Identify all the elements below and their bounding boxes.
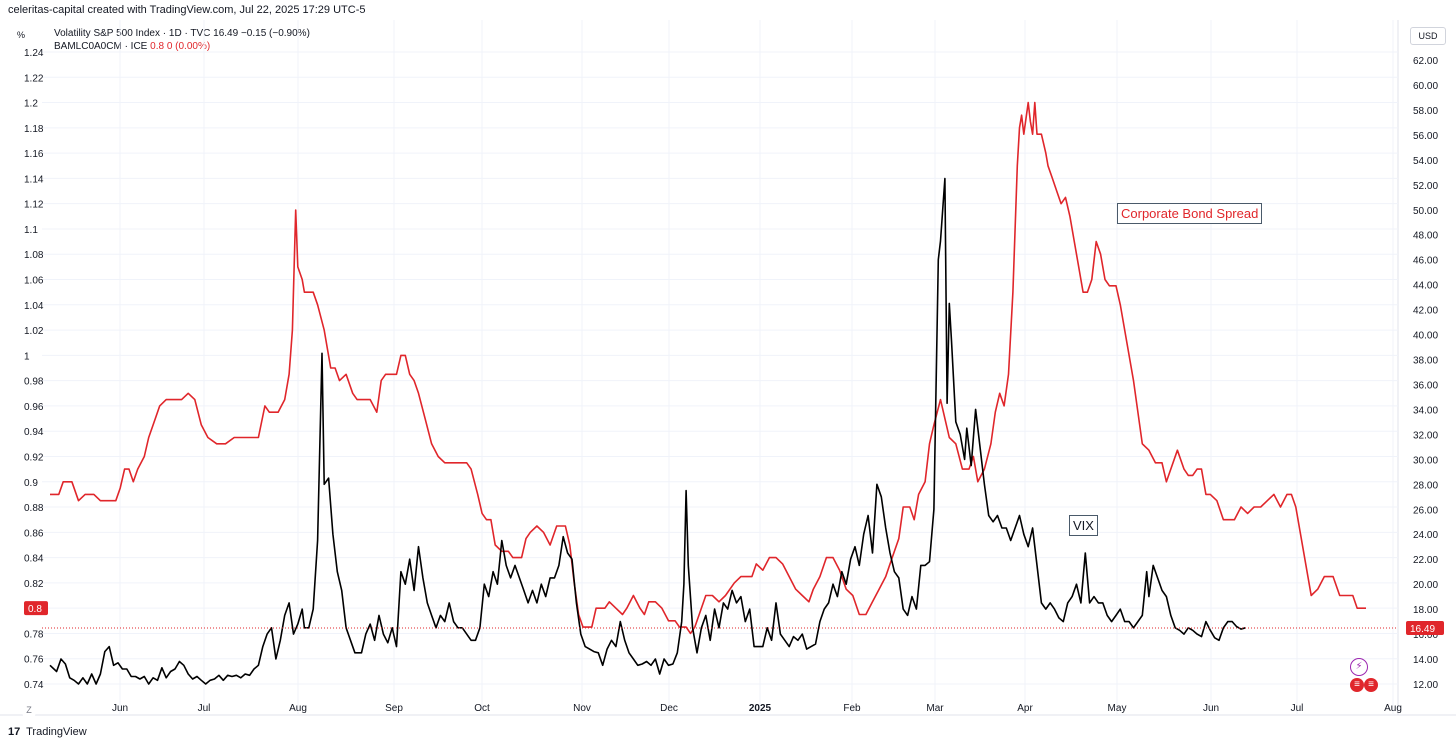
right-axis-unit-button[interactable]: USD <box>1410 27 1446 45</box>
right-axis-tick-label: 46.00 <box>1413 256 1438 267</box>
left-axis-tick-label: 0.74 <box>24 680 44 691</box>
tradingview-logo-text: TradingView <box>26 726 87 738</box>
right-axis-tick-label: 60.00 <box>1413 81 1438 92</box>
left-axis-tick-label: 0.76 <box>24 655 44 666</box>
x-axis-tick-label: Jul <box>198 703 211 714</box>
right-axis-tick-label: 22.00 <box>1413 555 1438 566</box>
right-axis-tick-label: 30.00 <box>1413 455 1438 466</box>
auto-scale-button[interactable]: Z <box>22 704 36 716</box>
x-axis-tick-label: Jun <box>112 703 128 714</box>
left-axis-tick-label: 1.16 <box>24 149 44 160</box>
left-axis-tick-label: 0.9 <box>24 478 38 489</box>
left-axis-tick-label: 0.82 <box>24 579 44 590</box>
left-axis-tick-label: 0.84 <box>24 554 44 565</box>
vix-label: VIX <box>1069 515 1098 536</box>
right-axis-tick-label: 12.00 <box>1413 680 1438 691</box>
chart-legend: Volatility S&P 500 Index · 1D · TVC 16.4… <box>54 27 310 53</box>
right-axis-tick-label: 34.00 <box>1413 405 1438 416</box>
x-axis-tick-label: Jun <box>1203 703 1219 714</box>
tradingview-mark-icon: 17 <box>8 726 21 738</box>
legend-row-vix[interactable]: Volatility S&P 500 Index · 1D · TVC 16.4… <box>54 27 310 40</box>
right-axis-tick-label: 18.00 <box>1413 605 1438 616</box>
x-axis-tick-label: 2025 <box>749 703 772 714</box>
x-axis-tick-label: Oct <box>474 703 490 714</box>
left-axis-tick-label: 0.96 <box>24 402 44 413</box>
x-axis-tick-label: Jul <box>1291 703 1304 714</box>
left-axis-tick-label: 0.88 <box>24 503 44 514</box>
right-axis-tick-label: 24.00 <box>1413 530 1438 541</box>
us-flag-icon-2[interactable]: ≡ <box>1364 678 1378 692</box>
left-axis-tick-label: 0.94 <box>24 427 44 438</box>
left-axis-tick-label: 1.08 <box>24 250 44 261</box>
right-axis-tick-label: 44.00 <box>1413 281 1438 292</box>
left-axis-tick-label: 1.04 <box>24 301 44 312</box>
x-axis-tick-label: Apr <box>1017 703 1033 714</box>
right-axis-tick-label: 62.00 <box>1413 56 1438 67</box>
left-axis-tick-label: 0.92 <box>24 452 44 463</box>
x-axis-tick-label: Nov <box>573 703 591 714</box>
x-axis-tick-label: Sep <box>385 703 403 714</box>
left-axis-tick-label: 1.14 <box>24 174 44 185</box>
left-axis-tick-label: 1.06 <box>24 276 44 287</box>
left-axis-tick-label: 1.12 <box>24 200 44 211</box>
vix-series-line <box>49 177 1246 685</box>
left-axis-unit-button[interactable]: % <box>12 28 30 42</box>
right-price-tag-bg <box>1406 620 1444 635</box>
left-axis-tick-label: 1.1 <box>24 225 38 236</box>
right-axis-tick-label: 54.00 <box>1413 156 1438 167</box>
right-axis-tick-label: 56.00 <box>1413 131 1438 142</box>
x-axis-tick-label: Dec <box>660 703 678 714</box>
left-axis-tick-label: 1 <box>24 351 30 362</box>
left-price-tag-text: 0.8 <box>28 604 42 615</box>
x-axis-tick-label: Mar <box>926 703 944 714</box>
right-axis-tick-label: 42.00 <box>1413 306 1438 317</box>
tradingview-logo[interactable]: 17 TradingView <box>8 726 87 738</box>
right-axis-tick-label: 14.00 <box>1413 655 1438 666</box>
right-axis-tick-label: 40.00 <box>1413 331 1438 342</box>
left-axis-tick-label: 0.78 <box>24 629 44 640</box>
legend-vix-values: 16.49 −0.15 (−0.90%) <box>213 28 310 39</box>
corporate-bond-spread-label: Corporate Bond Spread <box>1117 203 1263 224</box>
attribution-text: celeritas-capital created with TradingVi… <box>8 4 366 16</box>
right-axis-tick-label: 38.00 <box>1413 356 1438 367</box>
right-axis-tick-label: 48.00 <box>1413 231 1438 242</box>
right-axis-tick-label: 26.00 <box>1413 505 1438 516</box>
right-axis-tick-label: 32.00 <box>1413 430 1438 441</box>
left-axis-tick-label: 1.24 <box>24 48 44 59</box>
right-price-tag-text: 16.49 <box>1410 624 1435 635</box>
right-axis-tick-label: 28.00 <box>1413 480 1438 491</box>
legend-row-spread[interactable]: BAMLC0A0CM · ICE 0.8 0 (0.00%) <box>54 40 310 53</box>
left-axis-tick-label: 1.18 <box>24 124 44 135</box>
corporate-bond-spread-series-line <box>50 101 1366 635</box>
lightning-icon[interactable]: ⚡ <box>1350 658 1368 676</box>
right-axis-tick-label: 36.00 <box>1413 380 1438 391</box>
x-axis-tick-label: Aug <box>1384 703 1402 714</box>
left-axis-tick-label: 1.02 <box>24 326 44 337</box>
right-axis-tick-label: 20.00 <box>1413 580 1438 591</box>
legend-vix-name: Volatility S&P 500 Index · 1D · TVC <box>54 28 211 39</box>
left-axis-tick-label: 0.86 <box>24 528 44 539</box>
x-axis-tick-label: Aug <box>289 703 307 714</box>
right-axis-tick-label: 58.00 <box>1413 106 1438 117</box>
right-axis-tick-label: 50.00 <box>1413 206 1438 217</box>
us-flag-icon[interactable]: ≡ <box>1350 678 1364 692</box>
right-axis-tick-label: 16.00 <box>1413 630 1438 641</box>
x-axis-tick-label: Feb <box>843 703 861 714</box>
legend-spread-values: 0.8 0 (0.00%) <box>150 41 211 52</box>
legend-spread-name: BAMLC0A0CM · ICE <box>54 41 148 52</box>
x-axis-tick-label: May <box>1108 703 1127 714</box>
left-axis-tick-label: 1.22 <box>24 73 44 84</box>
left-axis-tick-label: 0.98 <box>24 377 44 388</box>
right-axis-tick-label: 52.00 <box>1413 181 1438 192</box>
left-axis-tick-label: 1.2 <box>24 99 38 110</box>
left-price-tag-bg <box>24 601 48 616</box>
